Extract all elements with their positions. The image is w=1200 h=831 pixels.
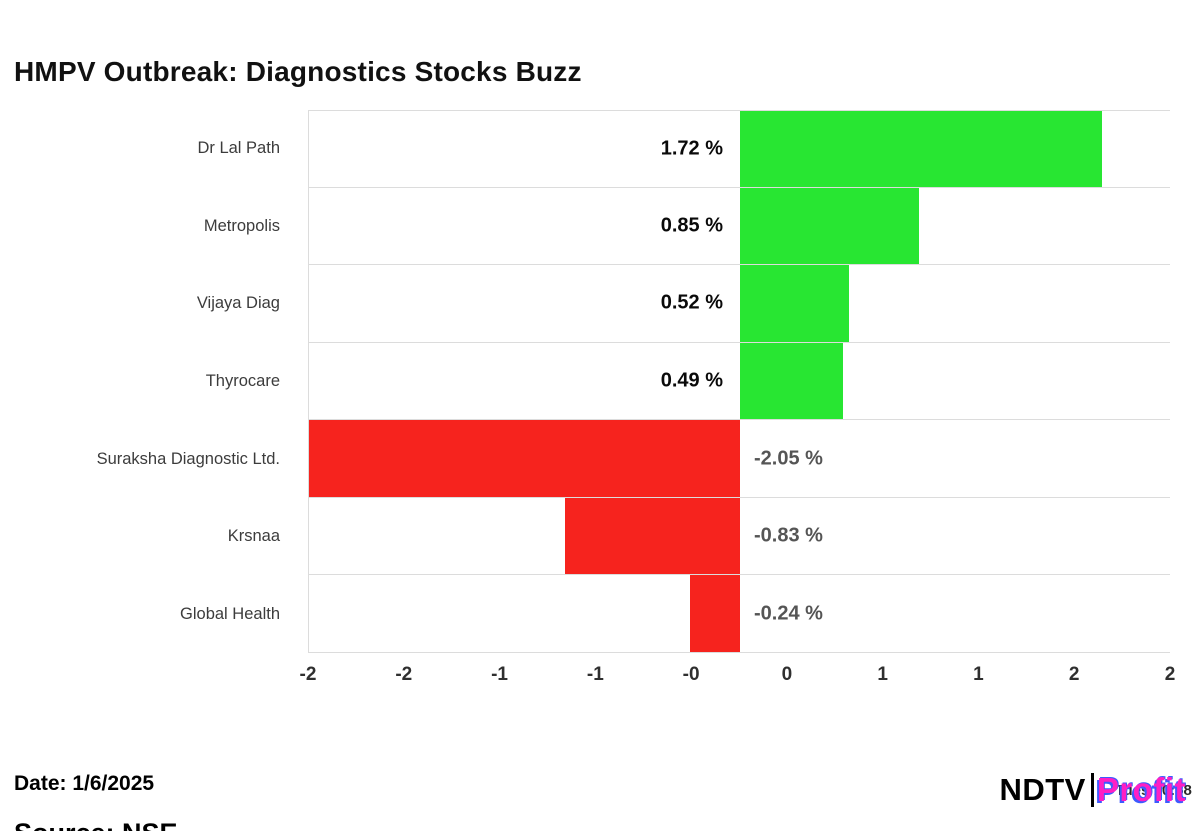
source-label: Source: NSE [14,818,178,831]
x-tick-label: 2 [1068,664,1080,685]
chart-row: Thyrocare 0.49 % [0,342,1170,421]
x-tick-label: -1 [586,664,604,685]
x-tick-label: -2 [395,664,413,685]
negative-bar [565,497,740,575]
x-tick-label: -0 [682,664,700,685]
value-label: 0.49 % [660,369,723,392]
category-label: Metropolis [203,216,280,235]
plot-cell: -0.24 % [308,575,1170,654]
value-label: 0.85 % [660,214,723,237]
positive-bar [740,187,919,265]
chart-row: Krsnaa -0.83 % [0,497,1170,576]
chart-row: Metropolis 0.85 % [0,187,1170,266]
x-tick-label: 1 [877,664,888,685]
chart-row: Dr Lal Path 1.72 % [0,110,1170,188]
ndtv-logo-text: NDTV [999,772,1086,807]
x-tick-label: -1 [491,664,508,685]
chart-row: Global Health -0.24 % [0,575,1170,654]
x-tick-label: 2 [1164,664,1176,685]
x-tick-label: 1 [973,664,984,685]
negative-bar [309,420,740,497]
value-label: -2.05 % [754,447,823,470]
value-label: 0.52 % [660,291,723,314]
negative-bar [689,575,740,653]
x-tick-label: 0 [781,664,793,685]
category-label: Global Health [180,604,280,623]
plot-cell: 0.49 % [308,342,1170,421]
category-label: Dr Lal Path [197,139,280,158]
positive-bar [740,342,844,420]
chart-row: Vijaya Diag 0.52 % [0,265,1170,343]
logo-divider-bar [1090,773,1094,807]
plot-cell: 0.52 % [308,265,1170,343]
chart-row: Suraksha Diagnostic Ltd. -2.05 % [0,420,1170,498]
plot-cell: 0.85 % [308,187,1170,266]
date-label: Date: 1/6/2025 [14,772,155,795]
positive-bar [740,111,1102,187]
x-axis: -2 -2 -1 -1 -0 0 1 1 2 2 [0,664,1200,698]
category-label: Vijaya Diag [196,294,280,313]
bar-chart: Dr Lal Path 1.72 % Metropolis 0.85 % Vijaya … [0,110,1170,654]
value-label: -0.83 % [754,524,823,547]
plot-cell: -0.83 % [308,497,1170,576]
timestamp-overlay-text: Tues 10:58 [1115,782,1192,799]
x-tick-label: -2 [299,664,317,685]
value-label: -0.24 % [754,602,823,625]
plot-cell: 1.72 % [308,110,1170,188]
category-label: Krsnaa [227,527,280,546]
chart-title: HMPV Outbreak: Diagnostics Stocks Buzz [14,56,582,87]
category-label: Suraksha Diagnostic Ltd. [96,449,280,468]
positive-bar [740,265,850,342]
plot-cell: -2.05 % [308,420,1170,498]
category-label: Thyrocare [205,372,280,391]
ndtv-profit-logo: Tues 10:58 NDTV Profit [999,768,1191,812]
profit-logo-text: Profit [1096,771,1186,808]
value-label: 1.72 % [660,137,723,160]
